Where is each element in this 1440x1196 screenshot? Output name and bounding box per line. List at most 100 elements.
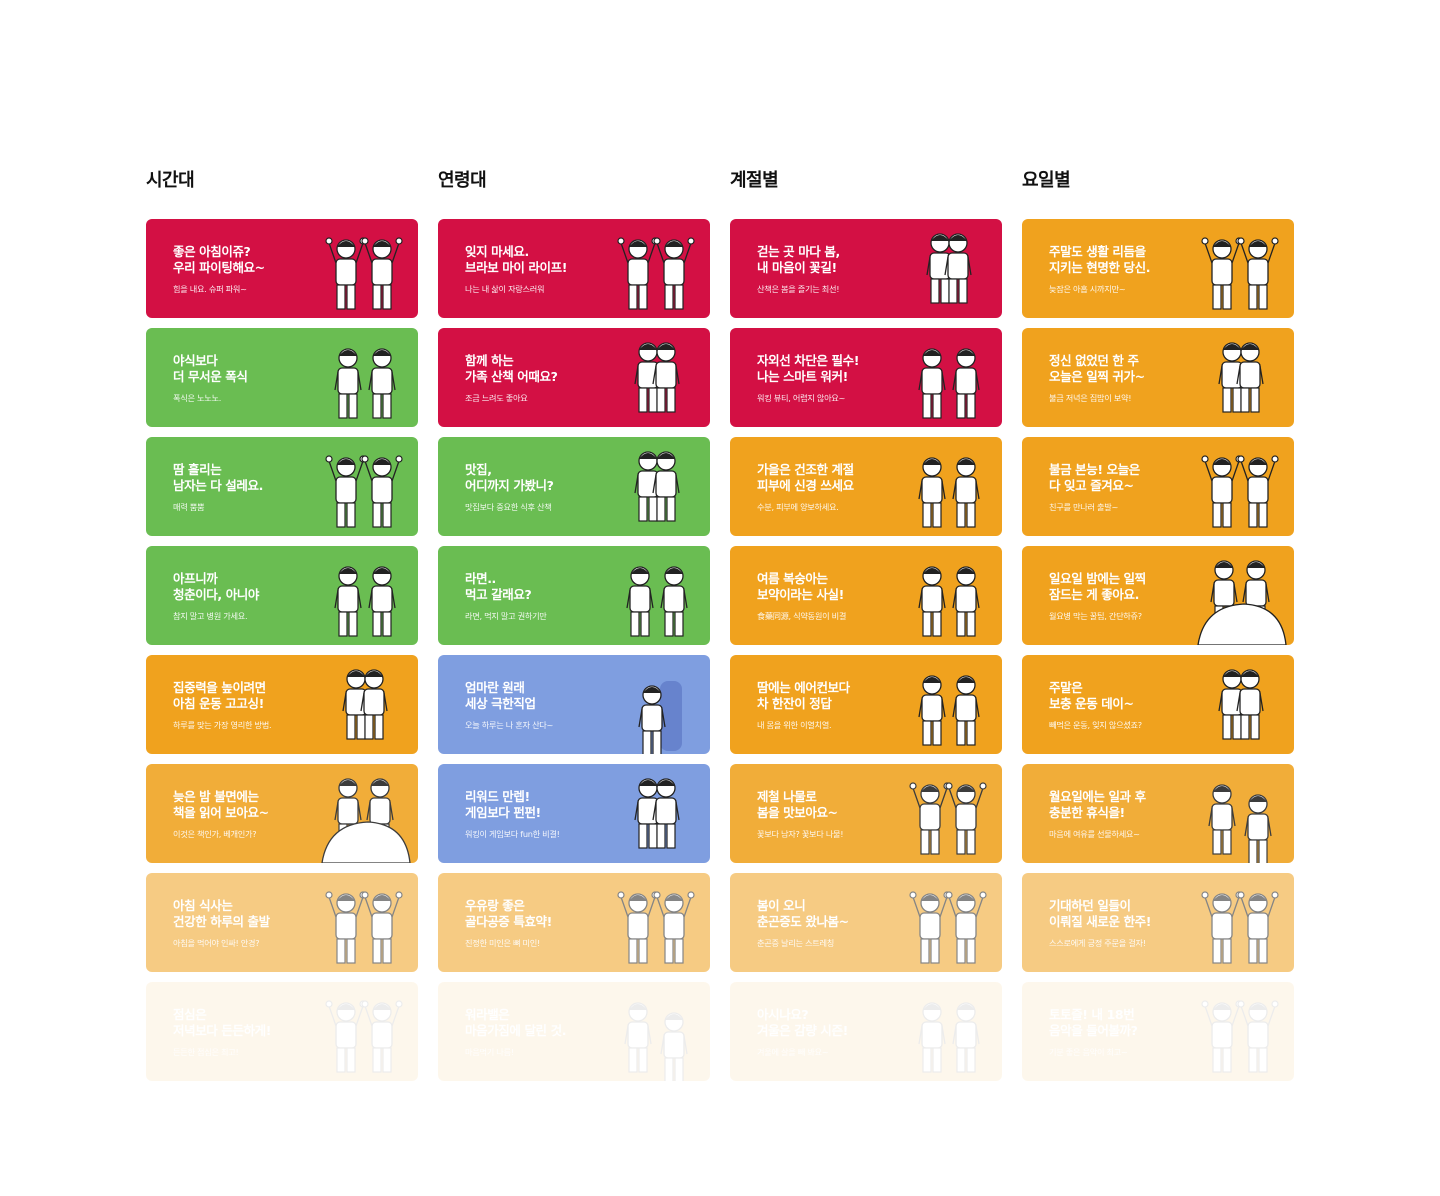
couple-drink-icon [918,675,980,746]
card[interactable]: 워라밸은 마음가짐에 달린 것. 마음먹기 나름! [438,982,710,1081]
walking-couple-icon [1218,342,1264,413]
card-title: 정신 없었던 한 주 오늘은 일찍 귀가~ [1049,353,1145,384]
card[interactable]: 리워드 만렙! 게임보다 펀펀! 워킹이 게임보다 fun한 비결! [438,764,710,863]
two-men-cheering-icon [617,237,695,310]
column-title-age: 연령대 [438,170,487,191]
card[interactable]: 불금 본능! 오늘은 다 잊고 즐겨요~ 친구를 만나러 출발~ [1022,437,1294,536]
walking-couple-icon [926,233,972,304]
card-title: 월요일에는 일과 후 충분한 휴식을! [1049,789,1146,820]
card-title: 맛집, 어디까지 가봤니? [465,462,554,493]
card-subtitle: 워킹이 게임보다 fun한 비결! [465,829,560,839]
card-title: 야식보다 더 무서운 폭식 [173,353,248,384]
card[interactable]: 봄이 오니 춘곤증도 왔나봄~ 춘곤증 날리는 스트레칭 [730,873,1002,972]
two-men-cheering-icon [325,1000,403,1073]
thumbs-up-couple-icon [617,891,695,964]
card-subtitle: 수분, 피부에 양보하세요. [757,502,839,512]
card[interactable]: 엄마란 원래 세상 극한직업 오늘 하루는 나 혼자 산다~ [438,655,710,754]
card[interactable]: 기대하던 일들이 이뤄질 새로운 한주! 스스로에게 긍정 주문을 걸자! [1022,873,1294,972]
card-subtitle: 이것은 책인가, 베개인가? [173,829,257,839]
two-men-cheering-icon [1201,237,1279,310]
card-subtitle: 나는 내 삶이 자랑스러워 [465,284,545,294]
walking-couple-icon [1218,669,1264,740]
sitting-woman-icon [638,681,682,754]
card-subtitle: 하루를 맞는 가장 영리한 방법. [173,720,272,730]
walking-music-icon [634,778,680,849]
card-subtitle: 불금 저녁은 집밥이 보약! [1049,393,1132,403]
card-title: 아침 식사는 건강한 하루의 출발 [173,898,270,929]
card[interactable]: 점심은 저녁보다 든든하게! 든든한 점심은 최고! [146,982,418,1081]
two-men-cheering-icon [909,891,987,964]
card[interactable]: 일요일 밤에는 일찍 잠드는 게 좋아요. 월요병 막는 꿀팁, 간단하쥬? [1022,546,1294,645]
card-subtitle: 산책은 봄을 즐기는 최선! [757,284,840,294]
card-title: 일요일 밤에는 일찍 잠드는 게 좋아요. [1049,571,1146,602]
card[interactable]: 늦은 밤 불면에는 책을 읽어 보아요~ 이것은 책인가, 베개인가? [146,764,418,863]
card[interactable]: 집중력을 높이려면 아침 운동 고고싱! 하루를 맞는 가장 영리한 방법. [146,655,418,754]
thinking-couple-icon [918,566,980,637]
card[interactable]: 좋은 아침이쥬? 우리 파이팅해요~ 힘을 내요. 슈퍼 파워~ [146,219,418,318]
card-subtitle: 내 몸을 위한 이열치열. [757,720,832,730]
card-title: 우유랑 좋은 골다공증 특효약! [465,898,552,929]
card-subtitle: 아침을 먹어야 인싸! 안경? [173,938,260,948]
card[interactable]: 우유랑 좋은 골다공증 특효약! 진정한 미인은 뼈 미인! [438,873,710,972]
card-title: 가을은 건조한 계절 피부에 신경 쓰세요 [757,462,854,493]
card-title: 땀 흘리는 남자는 다 설레요. [173,462,263,493]
card-title: 라면.. 먹고 갈래요? [465,571,532,602]
card-title: 함께 하는 가족 산책 어때요? [465,353,558,384]
card-title: 엄마란 원래 세상 극한직업 [465,680,536,711]
card-subtitle: 맛집보다 중요한 식후 산책 [465,502,552,512]
card[interactable]: 잊지 마세요. 브라보 마이 라이프! 나는 내 삶이 자랑스러워 [438,219,710,318]
card-subtitle: 라면, 먹지 말고 권하기만 [465,611,547,621]
card-title: 걷는 곳 마다 봄, 내 마음이 꽃길! [757,244,840,275]
couple-drink-icon [918,457,980,528]
card-subtitle: 꽃보다 남자? 꽃보다 나물! [757,829,844,839]
couple-in-bed-icon [321,778,411,863]
card-title: 좋은 아침이쥬? 우리 파이팅해요~ [173,244,265,275]
card[interactable]: 함께 하는 가족 산책 어때요? 조금 느려도 좋아요 [438,328,710,427]
card[interactable]: 주말은 보충 운동 데이~ 빼먹은 운동, 잊지 않으셨죠? [1022,655,1294,754]
card[interactable]: 월요일에는 일과 후 충분한 휴식을! 마음에 여유를 선물하세요~ [1022,764,1294,863]
card[interactable]: 제철 나물로 봄을 맛보아요~ 꽃보다 남자? 꽃보다 나물! [730,764,1002,863]
card-subtitle: 친구를 만나러 출발~ [1049,502,1119,512]
card[interactable]: 주말도 생활 리듬을 지키는 현명한 당신. 늦잠은 아홉 시까지만~ [1022,219,1294,318]
card-subtitle: 워킹 뷰티, 어렵지 않아요~ [757,393,846,403]
sick-couple-icon [334,566,396,637]
couple-hearts-icon [325,455,403,528]
card-subtitle: 늦잠은 아홉 시까지만~ [1049,284,1126,294]
card[interactable]: 맛집, 어디까지 가봤니? 맛집보다 중요한 식후 산책 [438,437,710,536]
card-title: 점심은 저녁보다 든든하게! [173,1007,272,1038]
card-title: 늦은 밤 불면에는 책을 읽어 보아요~ [173,789,269,820]
card-subtitle: 월요병 막는 꿀팁, 간단하쥬? [1049,611,1142,621]
card-title: 땀에는 에어컨보다 차 한잔이 정답 [757,680,850,711]
card-title: 기대하던 일들이 이뤄질 새로운 한주! [1049,898,1152,929]
card[interactable]: 아시나요? 겨울은 감량 시즌! 겨울에 살을 빼 봐요~ [730,982,1002,1081]
card[interactable]: 토토즐! 내 18번 음악을 들어볼까? 기분 좋은 음악이 최고~ [1022,982,1294,1081]
card-title: 리워드 만렙! 게임보다 펀펀! [465,789,541,820]
card-subtitle: 마음에 여유를 선물하세요~ [1049,829,1140,839]
card-subtitle: 매력 뿜뿜 [173,502,205,512]
card-title: 토토즐! 내 18번 음악을 들어볼까? [1049,1007,1138,1038]
card[interactable]: 정신 없었던 한 주 오늘은 일찍 귀가~ 불금 저녁은 집밥이 보약! [1022,328,1294,427]
card[interactable]: 야식보다 더 무서운 폭식 폭식은 노노노. [146,328,418,427]
card[interactable]: 땀 흘리는 남자는 다 설레요. 매력 뿜뿜 [146,437,418,536]
card-title: 주말도 생활 리듬을 지키는 현명한 당신. [1049,244,1151,275]
column-title-weekday: 요일별 [1022,170,1071,191]
man-whispering-icon [334,348,396,419]
card-title: 봄이 오니 춘곤증도 왔나봄~ [757,898,849,929]
card-title: 주말은 보충 운동 데이~ [1049,680,1134,711]
card-subtitle: 참지 말고 병원 가세요. [173,611,248,621]
card-subtitle: 食藥同源, 식약동원이 비결 [757,611,847,621]
card[interactable]: 여름 복숭아는 보약이라는 사실! 食藥同源, 식약동원이 비결 [730,546,1002,645]
card[interactable]: 아프니까 청춘이다, 아니야 참지 말고 병원 가세요. [146,546,418,645]
card-title: 불금 본능! 오늘은 다 잊고 즐겨요~ [1049,462,1140,493]
card-subtitle: 든든한 점심은 최고! [173,1047,239,1057]
walking-couple-icon [634,451,680,522]
card[interactable]: 걷는 곳 마다 봄, 내 마음이 꽃길! 산책은 봄을 즐기는 최선! [730,219,1002,318]
card[interactable]: 자외선 차단은 필수! 나는 스마트 워커! 워킹 뷰티, 어렵지 않아요~ [730,328,1002,427]
card-subtitle: 조금 느려도 좋아요 [465,393,528,403]
two-men-cheering-icon [1201,891,1279,964]
card[interactable]: 라면.. 먹고 갈래요? 라면, 먹지 말고 권하기만 [438,546,710,645]
card-subtitle: 스스로에게 긍정 주문을 걸자! [1049,938,1146,948]
